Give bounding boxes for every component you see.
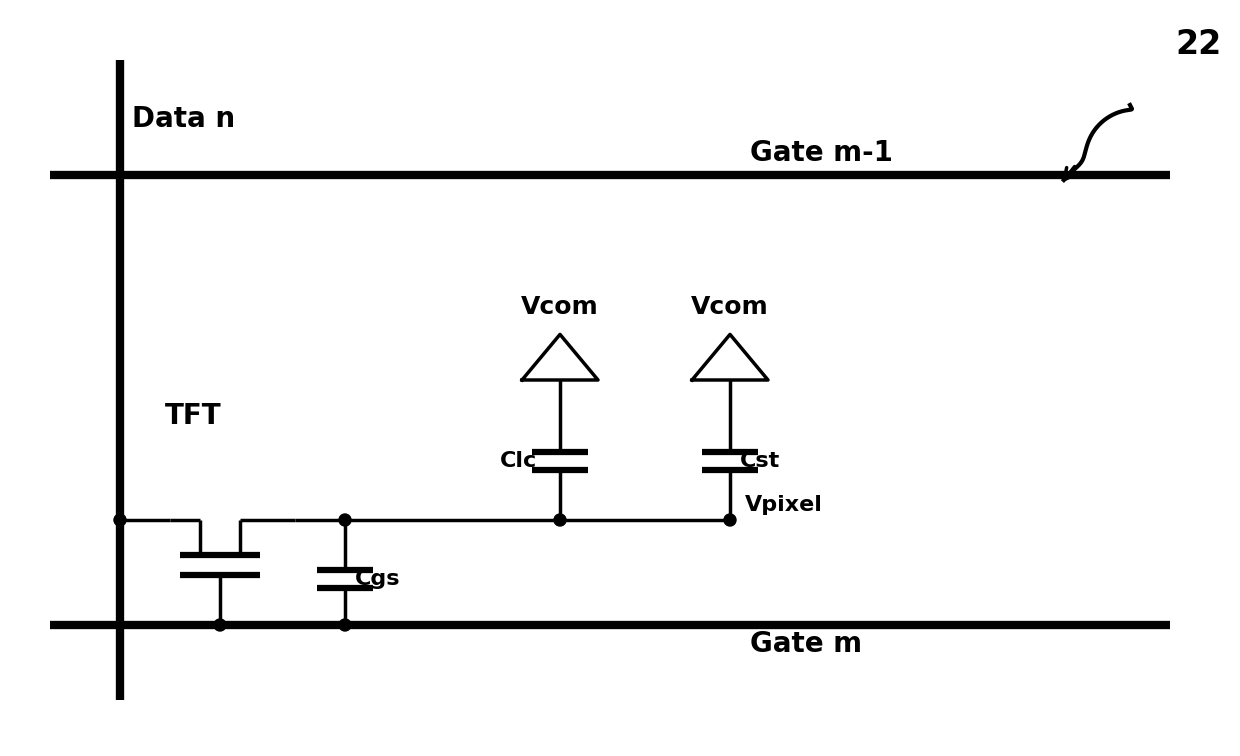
Text: Gate m-1: Gate m-1 — [750, 139, 893, 167]
Circle shape — [114, 514, 126, 526]
Text: TFT: TFT — [165, 402, 222, 430]
Text: Vcom: Vcom — [691, 296, 769, 319]
Text: Data n: Data n — [131, 105, 236, 133]
Text: 22: 22 — [1176, 28, 1221, 61]
Text: Clc: Clc — [500, 451, 537, 471]
Text: Gate m: Gate m — [750, 630, 862, 658]
Text: Cst: Cst — [740, 451, 780, 471]
Circle shape — [215, 619, 226, 631]
Text: Vpixel: Vpixel — [745, 495, 823, 515]
Circle shape — [339, 514, 351, 526]
Text: Cgs: Cgs — [355, 569, 401, 589]
Circle shape — [339, 619, 351, 631]
Circle shape — [554, 514, 565, 526]
Text: Vcom: Vcom — [521, 296, 599, 319]
Circle shape — [724, 514, 737, 526]
